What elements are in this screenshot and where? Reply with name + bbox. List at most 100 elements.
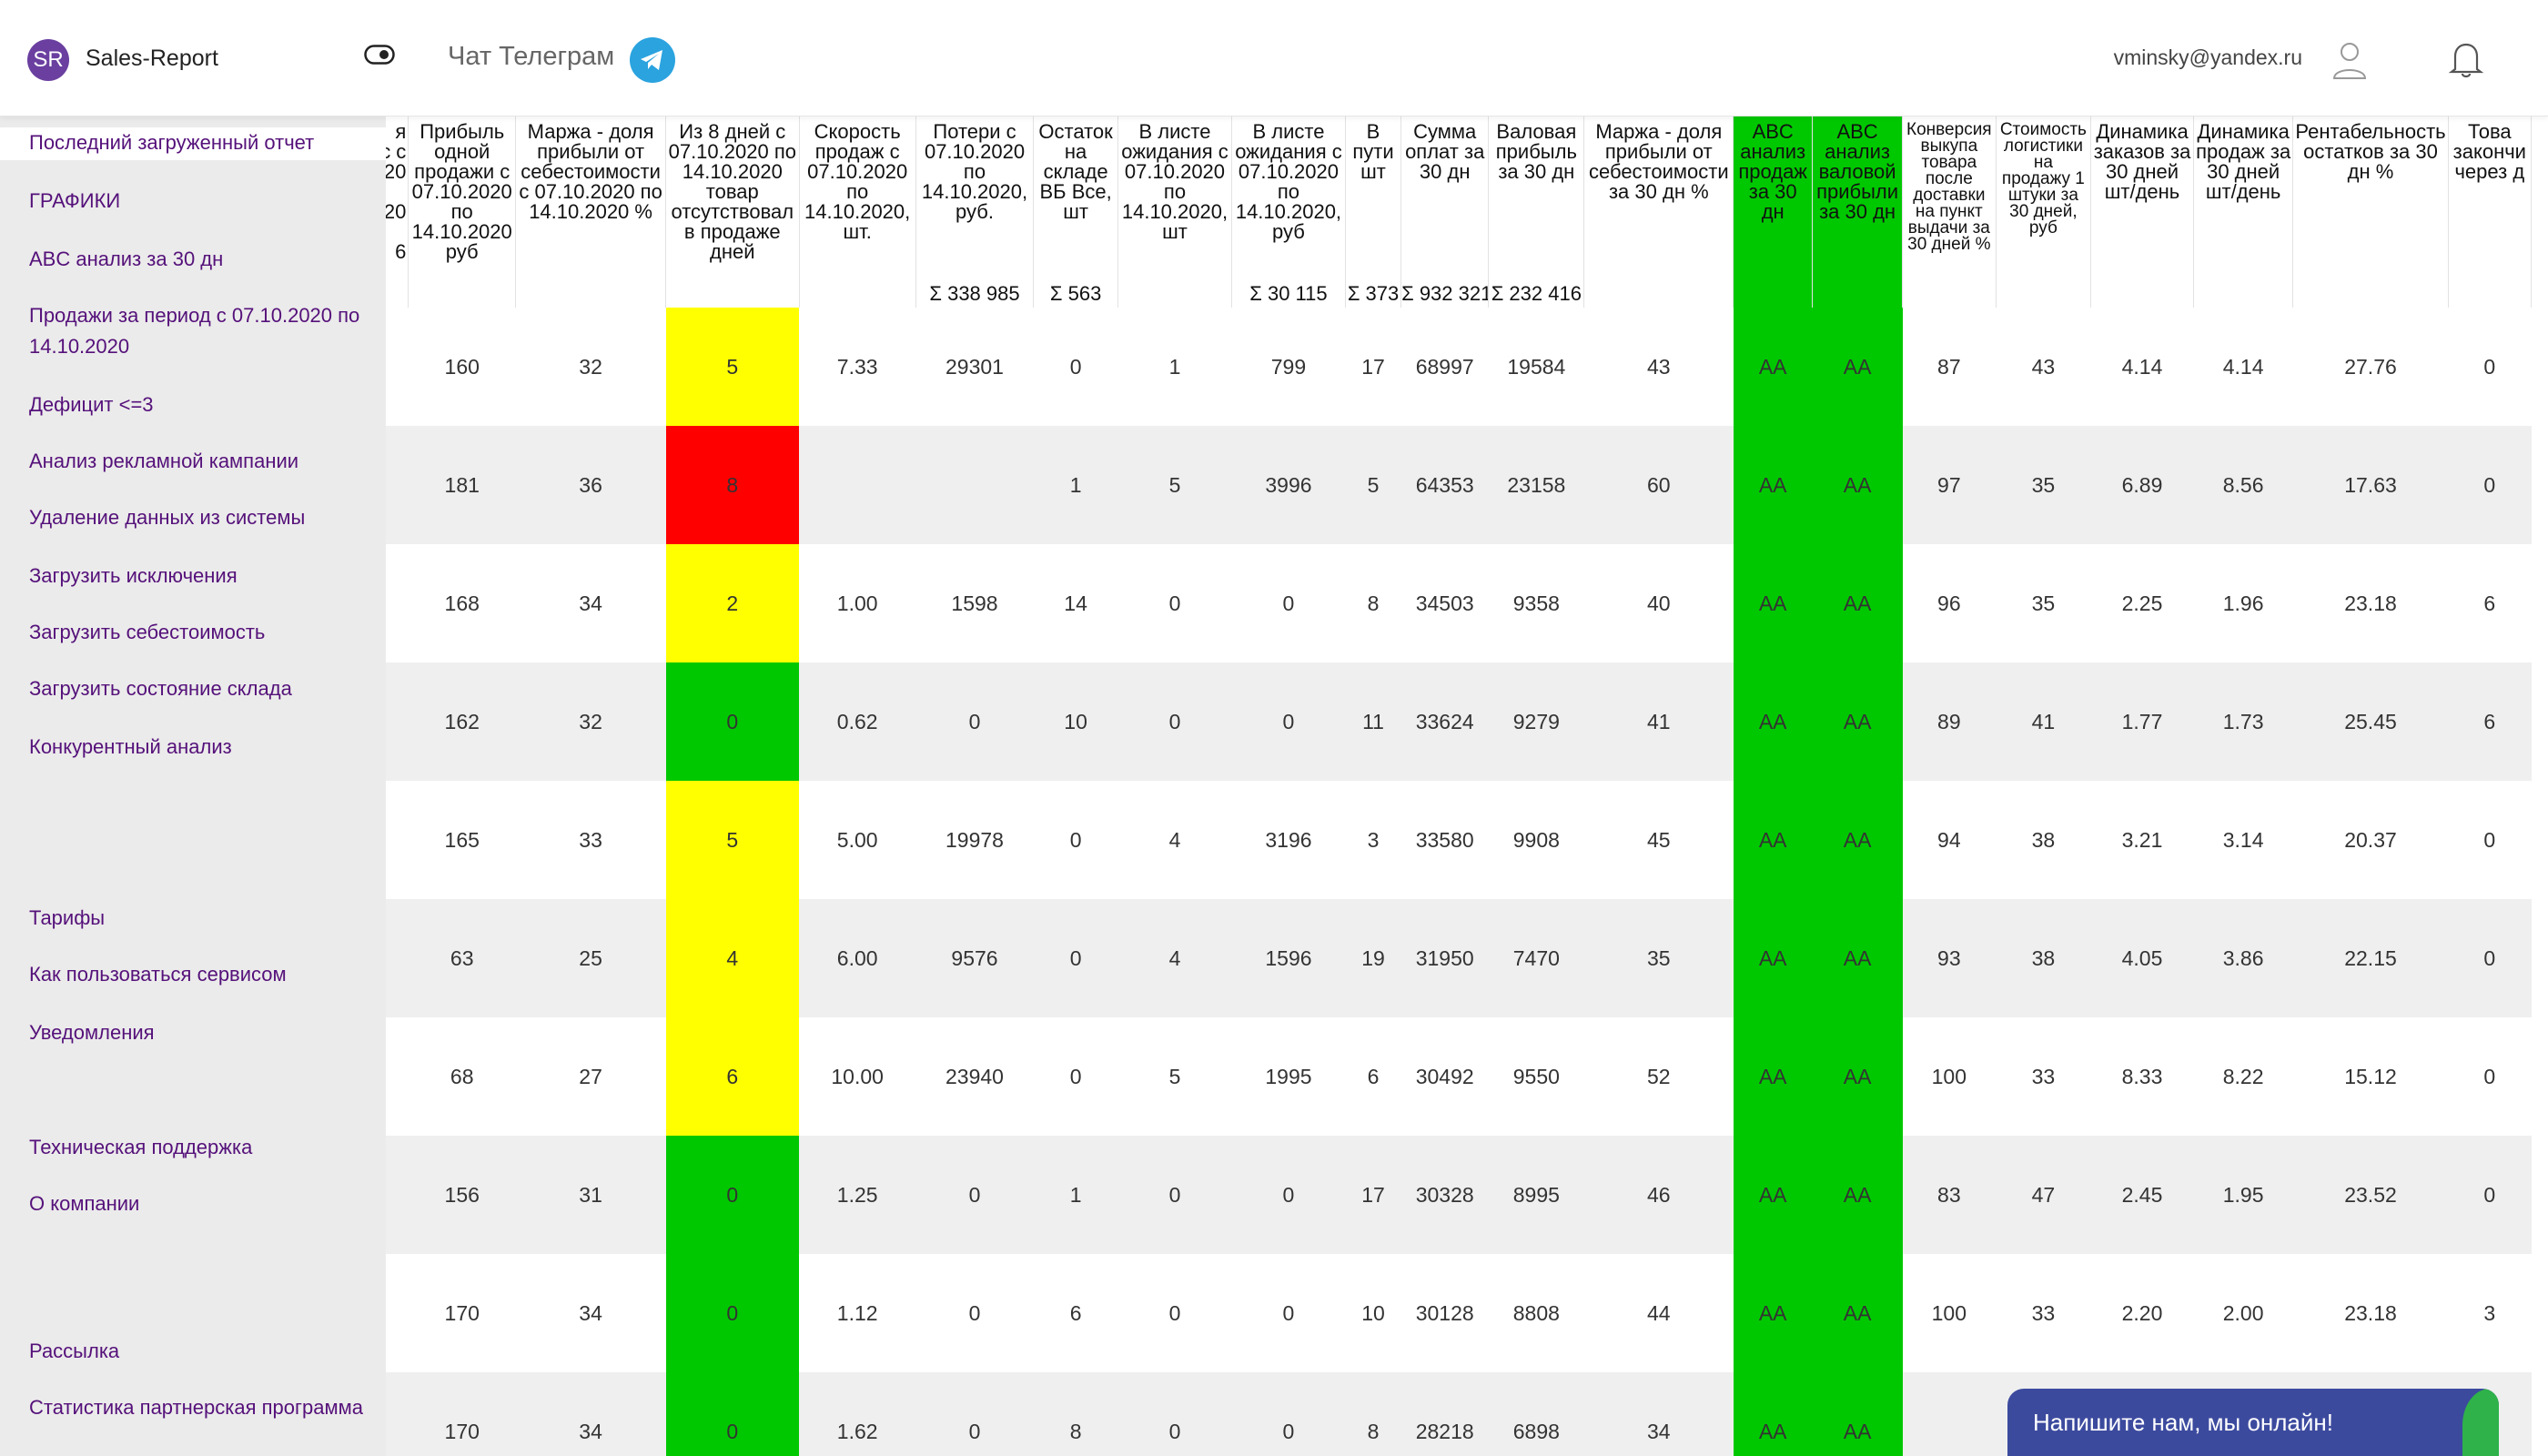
table-cell[interactable]: 5 [665, 781, 800, 899]
table-cell[interactable]: 0 [1231, 662, 1346, 781]
table-cell[interactable]: 94 [1902, 781, 1997, 899]
table-cell[interactable]: 181 [408, 426, 516, 544]
table-cell[interactable]: 10.00 [799, 1017, 916, 1136]
table-cell[interactable]: 46 [1583, 1136, 1734, 1254]
table-cell[interactable]: 20.37 [2292, 781, 2449, 899]
sidebar-item-upload-cost[interactable]: Загрузить себестоимость [29, 621, 266, 643]
table-cell[interactable]: 3 [2448, 1254, 2532, 1372]
table-cell[interactable]: 1.73 [2193, 662, 2293, 781]
table-cell[interactable]: AA [1733, 899, 1813, 1017]
table-cell[interactable]: 170 [408, 1254, 516, 1372]
table-cell[interactable]: 34 [1583, 1372, 1734, 1456]
table-cell[interactable]: AA [1733, 308, 1813, 426]
table-row[interactable]: 156 31 0 1.25 0 1 0 0 17 30328 8995 46 AA AA 83 47 2.45 1… [386, 1136, 2532, 1254]
table-cell[interactable]: 6 [665, 1017, 800, 1136]
table-cell[interactable]: 4.14 [2193, 308, 2293, 426]
sidebar-item-charts[interactable]: ГРАФИКИ [29, 189, 121, 212]
table-cell[interactable]: AA [1812, 899, 1903, 1017]
table-cell[interactable]: 52 [1583, 1017, 1734, 1136]
table-cell[interactable]: 0 [1033, 308, 1118, 426]
chat-widget-label[interactable]: Напишите нам, мы онлайн! [2033, 1409, 2334, 1436]
table-cell[interactable]: AA [1812, 781, 1903, 899]
table-cell[interactable]: 0 [1117, 1372, 1232, 1456]
table-cell[interactable]: 33 [1996, 1254, 2091, 1372]
table-cell[interactable]: 0 [665, 662, 800, 781]
table-cell[interactable]: 1.62 [799, 1372, 916, 1456]
table-cell[interactable]: 29301 [915, 308, 1034, 426]
sidebar-item-delete-data[interactable]: Удаление данных из системы [29, 506, 306, 529]
column-header[interactable]: Динамика заказов за 30 дней шт/день [2090, 116, 2194, 308]
table-cell[interactable]: 0 [1231, 1254, 1346, 1372]
table-cell[interactable]: 10 [1033, 662, 1118, 781]
table-cell[interactable]: 8.22 [2193, 1017, 2293, 1136]
table-cell[interactable]: 4 [1117, 899, 1232, 1017]
table-cell[interactable]: 38 [1996, 899, 2091, 1017]
table-cell[interactable]: 9358 [1488, 544, 1584, 662]
column-header[interactable]: Остаток на складе ВБ Все, шт Σ 563 [1033, 116, 1118, 308]
column-header[interactable]: Сумма оплат за 30 дн Σ 932 321 [1400, 116, 1490, 308]
table-cell[interactable]: 34 [515, 544, 666, 662]
sidebar-item-competitor-analysis[interactable]: Конкурентный анализ [29, 735, 232, 758]
table-cell[interactable]: 0 [665, 1136, 800, 1254]
table-cell[interactable]: 5 [665, 308, 800, 426]
table-cell[interactable]: 6898 [1488, 1372, 1584, 1456]
table-cell[interactable]: 35 [1996, 426, 2091, 544]
table-row[interactable]: 170 34 0 1.12 0 6 0 0 10 30128 8808 44 AA AA 100 33 2.20… [386, 1254, 2532, 1372]
column-header[interactable]: Динамика продаж за 30 дней шт/день [2193, 116, 2294, 308]
table-cell[interactable]: 34503 [1400, 544, 1489, 662]
table-cell[interactable]: 1 [1033, 1136, 1118, 1254]
sidebar-item-partner-stats[interactable]: Статистика партнерская программа [29, 1396, 363, 1419]
table-row[interactable]: 168 34 2 1.00 1598 14 0 0 8 34503 9358 40 AA AA 96 35 2.… [386, 544, 2532, 662]
table-cell[interactable]: 2.00 [2193, 1254, 2293, 1372]
table-cell[interactable]: 0 [1117, 544, 1232, 662]
table-cell[interactable]: 3 [1345, 781, 1401, 899]
table-cell[interactable]: 30492 [1400, 1017, 1489, 1136]
table-cell[interactable]: 44 [1583, 1254, 1734, 1372]
table-cell[interactable]: 23.18 [2292, 544, 2449, 662]
table-cell[interactable] [799, 426, 916, 544]
table-cell[interactable]: 30128 [1400, 1254, 1489, 1372]
table-cell[interactable]: 0 [915, 662, 1034, 781]
table-cell[interactable]: 6 [2448, 662, 2532, 781]
table-cell[interactable]: AA [1733, 544, 1813, 662]
table-cell[interactable]: 43 [1583, 308, 1734, 426]
table-cell[interactable]: 799 [1231, 308, 1346, 426]
table-cell[interactable]: 1598 [915, 544, 1034, 662]
table-cell[interactable]: 68997 [1400, 308, 1489, 426]
telegram-chat-link[interactable]: Чат Телеграм [448, 42, 615, 71]
table-cell[interactable]: 30328 [1400, 1136, 1489, 1254]
table-cell[interactable]: AA [1733, 781, 1813, 899]
sidebar-item-how-to-use[interactable]: Как пользоваться сервисом [29, 963, 287, 986]
column-header[interactable]: В листе ожидания с 07.10.2020 по 14.10.2… [1117, 116, 1232, 308]
table-cell[interactable]: AA [1812, 1372, 1903, 1456]
sidebar-item-about[interactable]: О компании [29, 1192, 140, 1215]
table-row[interactable]: 68 27 6 10.00 23940 0 5 1995 6 30492 9550 52 AA AA 100… [386, 1017, 2532, 1136]
table-cell[interactable]: 4.05 [2090, 899, 2194, 1017]
column-header[interactable]: Това закончи через д [2448, 116, 2533, 308]
table-cell[interactable]: 4 [665, 899, 800, 1017]
sidebar-item-abc-analysis[interactable]: ABC анализ за 30 дн [29, 248, 224, 270]
table-cell[interactable]: 7470 [1488, 899, 1584, 1017]
table-cell[interactable]: 38 [1996, 781, 2091, 899]
sidebar-item-last-report[interactable]: Последний загруженный отчет [0, 127, 386, 160]
table-cell[interactable] [1902, 1372, 1997, 1456]
table-cell[interactable]: 31950 [1400, 899, 1489, 1017]
table-cell[interactable]: 1 [1117, 308, 1232, 426]
table-cell[interactable]: 0 [665, 1372, 800, 1456]
table-cell[interactable]: 32 [515, 662, 666, 781]
table-cell[interactable]: 7.33 [799, 308, 916, 426]
table-cell[interactable]: 1596 [1231, 899, 1346, 1017]
table-cell[interactable]: 6 [1345, 1017, 1401, 1136]
table-cell[interactable]: 8 [665, 426, 800, 544]
table-cell[interactable]: 100 [1902, 1254, 1997, 1372]
sidebar-item-upload-stock[interactable]: Загрузить состояние склада [29, 677, 292, 700]
table-cell[interactable]: 10 [1345, 1254, 1401, 1372]
table-cell[interactable]: 19978 [915, 781, 1034, 899]
table-cell[interactable]: 33 [515, 781, 666, 899]
sidebar-item-ad-analysis[interactable]: Анализ рекламной кампании [29, 450, 299, 472]
table-cell[interactable]: 3.14 [2193, 781, 2293, 899]
table-cell[interactable]: 0.62 [799, 662, 916, 781]
table-cell[interactable]: 8808 [1488, 1254, 1584, 1372]
table-cell[interactable]: 23940 [915, 1017, 1034, 1136]
